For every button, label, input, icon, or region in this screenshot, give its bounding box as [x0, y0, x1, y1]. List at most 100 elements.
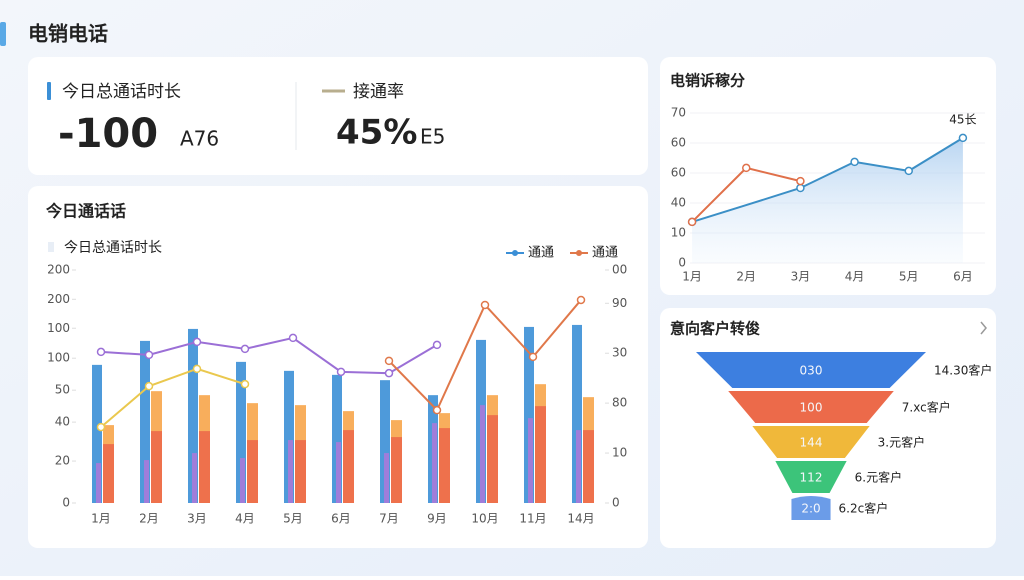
x-tick-label: 5月 [899, 270, 919, 284]
bar [576, 430, 581, 503]
point [432, 405, 442, 415]
stage-side-label: 3.元客户 [878, 435, 925, 450]
bar [103, 444, 114, 503]
bar [432, 423, 437, 503]
point [96, 347, 106, 357]
x-tick-label: 3月 [187, 512, 207, 526]
x-tick-label: 6月 [953, 270, 973, 284]
point [796, 183, 805, 193]
funnel-stage [728, 391, 894, 423]
bar [140, 340, 150, 503]
point [904, 166, 913, 176]
bar [583, 430, 594, 503]
bar [188, 328, 198, 503]
x-tick-label: 5月 [283, 512, 303, 526]
x-tick-label: 7月 [379, 512, 399, 526]
stage-label: 2:0 [801, 502, 820, 516]
x-tick-label: 10月 [471, 512, 498, 526]
annotation: 45长 [949, 112, 976, 126]
y2-tick-label: 0 [612, 496, 620, 510]
funnel-stage [775, 461, 847, 493]
stage-label: 112 [800, 471, 823, 485]
point [958, 133, 968, 143]
x-tick-label: 2月 [736, 270, 756, 284]
kpi-value: -100 [58, 111, 158, 157]
y-tick-label: 0 [678, 256, 686, 270]
legend-swatch [512, 250, 518, 256]
point [240, 344, 250, 354]
y2-tick-label: 10 [612, 446, 627, 460]
funnel-stage [791, 496, 831, 520]
bar [332, 374, 342, 503]
point [384, 356, 394, 366]
bar [151, 431, 162, 503]
bar [391, 437, 402, 503]
bar [336, 442, 341, 503]
point [796, 176, 805, 186]
kpi-label: 接通率 [353, 82, 404, 102]
point [742, 163, 751, 173]
funnel-stage [752, 426, 870, 458]
stage-label: 030 [800, 364, 823, 378]
more-chevron[interactable] [980, 321, 987, 335]
chart-title: 今日通话话 [45, 202, 126, 221]
y-tick-label: 100 [47, 321, 70, 335]
x-tick-label: 3月 [791, 270, 811, 284]
y-tick-label: 20 [55, 454, 70, 468]
y2-tick-label: 90 [612, 296, 627, 310]
point [336, 367, 346, 377]
y-tick-label: 10 [671, 226, 686, 240]
y-tick-label: 60 [671, 166, 686, 180]
stage-label: 100 [800, 401, 823, 415]
y-tick-label: 70 [671, 106, 686, 120]
x-tick-label: 1月 [682, 270, 702, 284]
stage-side-label: 6.2c客户 [839, 501, 889, 516]
x-tick-label: 14月 [567, 512, 594, 526]
point [576, 295, 586, 305]
point [480, 300, 490, 310]
line [100, 336, 438, 375]
bar [384, 453, 389, 503]
bar [480, 405, 485, 503]
bar [439, 428, 450, 503]
point [192, 337, 202, 347]
bar [295, 440, 306, 503]
bar [240, 458, 245, 503]
stage-label: 144 [800, 436, 823, 450]
bar [380, 380, 390, 503]
bar [192, 453, 197, 503]
y-tick-label: 50 [55, 383, 70, 397]
x-tick-label: 11月 [519, 512, 546, 526]
point [432, 340, 442, 350]
kpi-label: 今日总通话时长 [62, 82, 181, 102]
point [850, 157, 859, 167]
line [100, 367, 246, 428]
kpi-card [28, 57, 648, 175]
subtitle-marker [48, 242, 54, 252]
point [528, 352, 538, 362]
chart-title: 电销诉稼分 [670, 72, 745, 90]
y-tick-label: 60 [671, 136, 686, 150]
x-tick-label: 4月 [845, 270, 865, 284]
point [687, 217, 697, 227]
point [288, 333, 298, 343]
bar [572, 324, 582, 503]
bar [247, 440, 258, 503]
bar [199, 431, 210, 503]
header-accent [0, 22, 6, 46]
line [691, 137, 964, 223]
chart-subtitle: 今日总通话时长 [64, 240, 162, 256]
kpi-value: 45% [336, 113, 417, 153]
point [144, 350, 154, 360]
kpi-marker [47, 82, 51, 100]
y-tick-label: 100 [47, 351, 70, 365]
y-tick-label: 0 [62, 496, 70, 510]
x-tick-label: 1月 [91, 512, 111, 526]
y2-tick-label: 80 [612, 396, 627, 410]
bar [524, 326, 534, 503]
chart-title: 意向客户转俊 [670, 320, 760, 338]
point [96, 422, 106, 432]
legend-swatch [576, 250, 582, 256]
kpi-unit: A76 [180, 127, 219, 151]
